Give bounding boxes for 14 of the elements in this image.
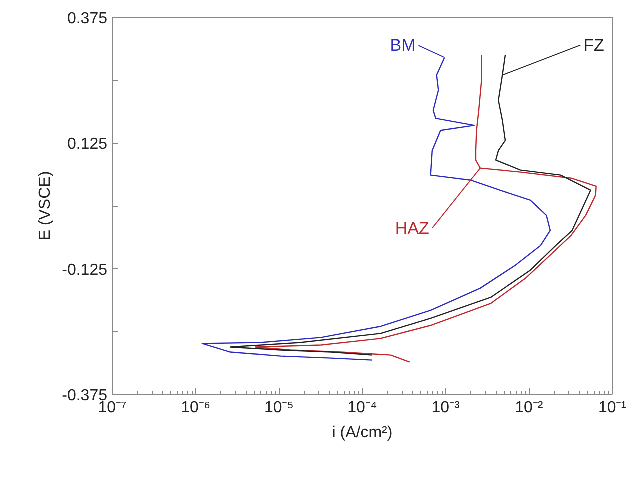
x-axis-title: i (A/cm²) (332, 424, 393, 442)
x-tick-label: 10⁻⁴ (348, 400, 378, 416)
y-axis-title: E (VSCE) (37, 171, 54, 241)
annotation: HAZ (395, 218, 430, 238)
annotation: BM (390, 36, 416, 56)
annotation: FZ (584, 36, 604, 55)
x-tick-label: 10⁻² (515, 400, 544, 416)
x-tick-label: 10⁻³ (432, 400, 461, 416)
y-tick-label: -0.125 (62, 262, 108, 279)
y-tick-label: 0.375 (67, 10, 108, 28)
x-tick-label: 10⁻⁵ (264, 400, 294, 416)
y-tick-label: 0.125 (67, 136, 108, 154)
x-tick-label: 10⁻⁶ (181, 400, 211, 416)
x-tick-label: 10⁻¹ (598, 400, 627, 416)
